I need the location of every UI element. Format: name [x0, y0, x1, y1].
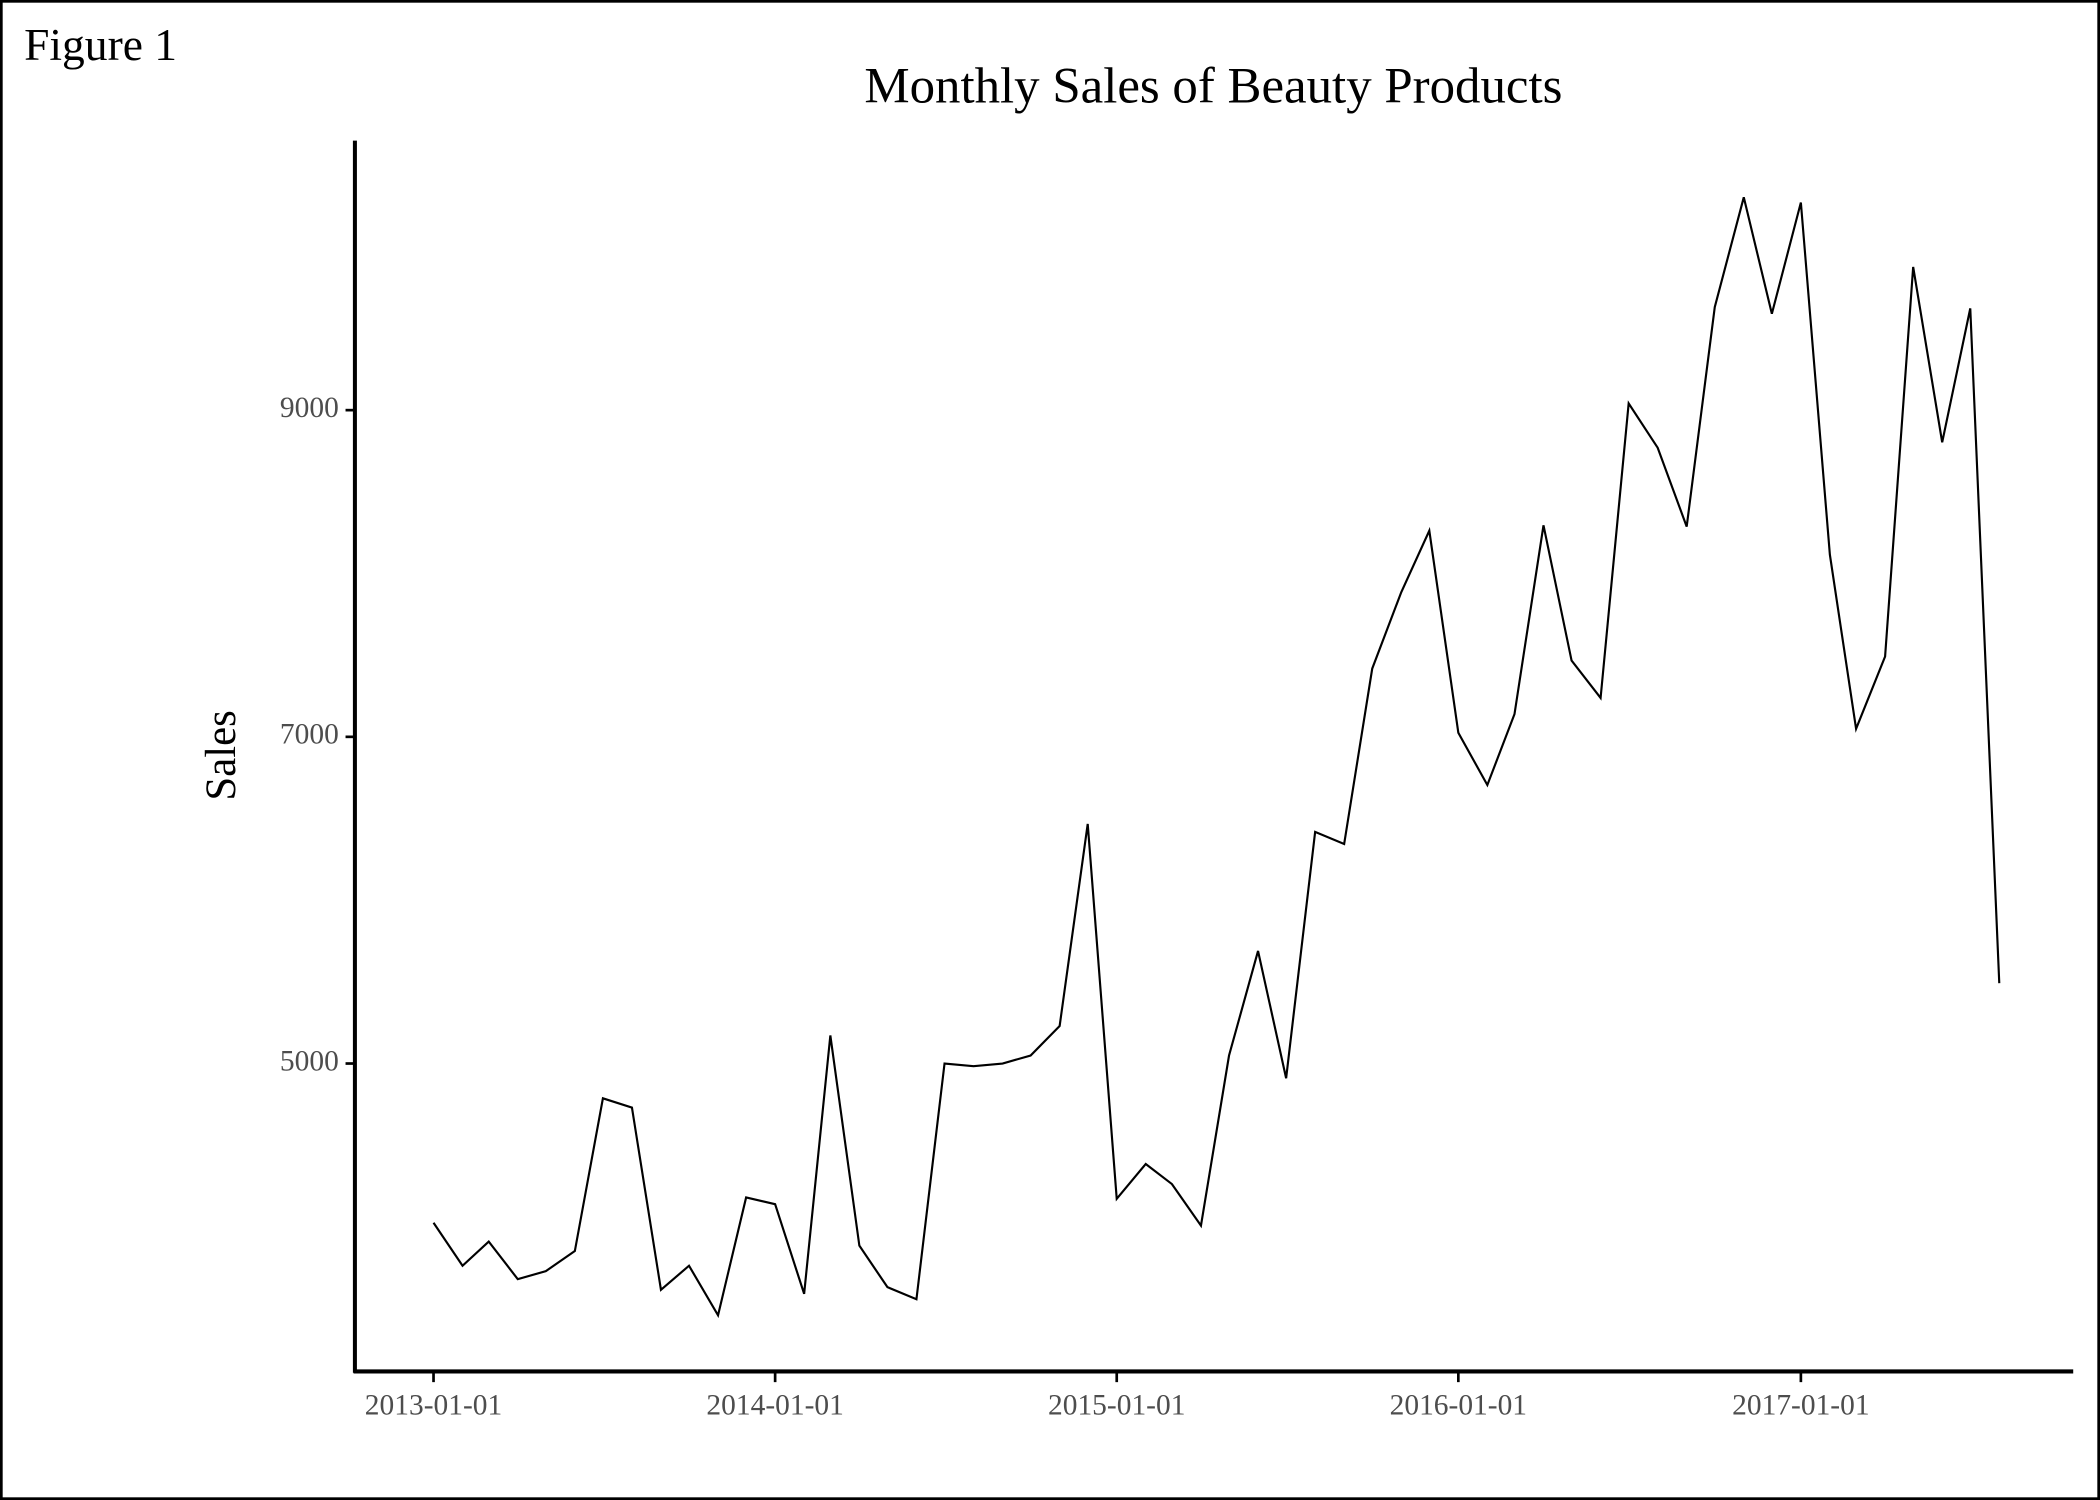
- chart-title: Monthly Sales of Beauty Products: [864, 59, 1562, 115]
- y-axis-label: Sales: [198, 710, 245, 800]
- x-tick-label: 2016-01-01: [1390, 1389, 1527, 1421]
- figure-label: Figure 1: [24, 19, 177, 70]
- y-tick-label: 9000: [280, 392, 339, 424]
- x-tick-label: 2015-01-01: [1048, 1389, 1185, 1421]
- x-tick-label: 2013-01-01: [365, 1389, 502, 1421]
- sales-line: [432, 197, 2001, 1319]
- y-tick-label: 7000: [280, 719, 339, 751]
- x-tick-label: 2017-01-01: [1732, 1389, 1869, 1421]
- x-tick-label: 2014-01-01: [706, 1389, 843, 1421]
- y-tick-label: 5000: [280, 1045, 339, 1077]
